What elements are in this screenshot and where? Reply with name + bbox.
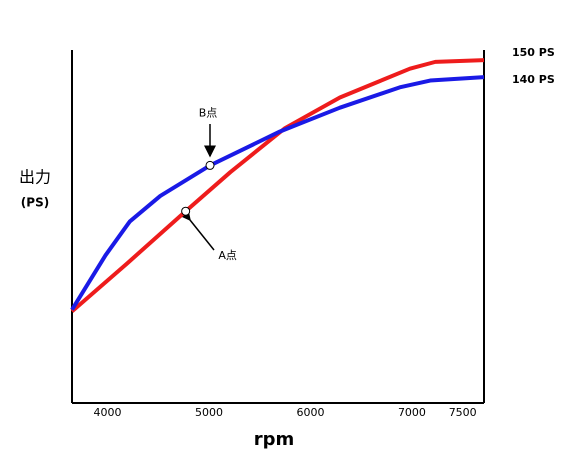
- point-marker: [205, 160, 215, 170]
- x-tick-label: 7500: [449, 406, 477, 419]
- x-axis-label: rpm: [254, 429, 295, 450]
- line: [70, 58, 485, 313]
- end-label: 140 PS: [512, 73, 555, 86]
- y-axis-unit: (PS): [21, 196, 49, 210]
- x-tick-label: 7000: [398, 406, 426, 419]
- annotation: A点: [218, 249, 237, 262]
- point-marker: [181, 206, 191, 216]
- annotation: B点: [199, 106, 218, 119]
- x-tick-label: 4000: [94, 406, 122, 419]
- end-label: 150 PS: [512, 46, 555, 59]
- line: [70, 75, 485, 311]
- x-tick-label: 6000: [296, 406, 324, 419]
- arrow-a: [178, 208, 215, 251]
- y-axis-label: 出力: [19, 168, 51, 187]
- x-tick-label: 5000: [195, 406, 223, 419]
